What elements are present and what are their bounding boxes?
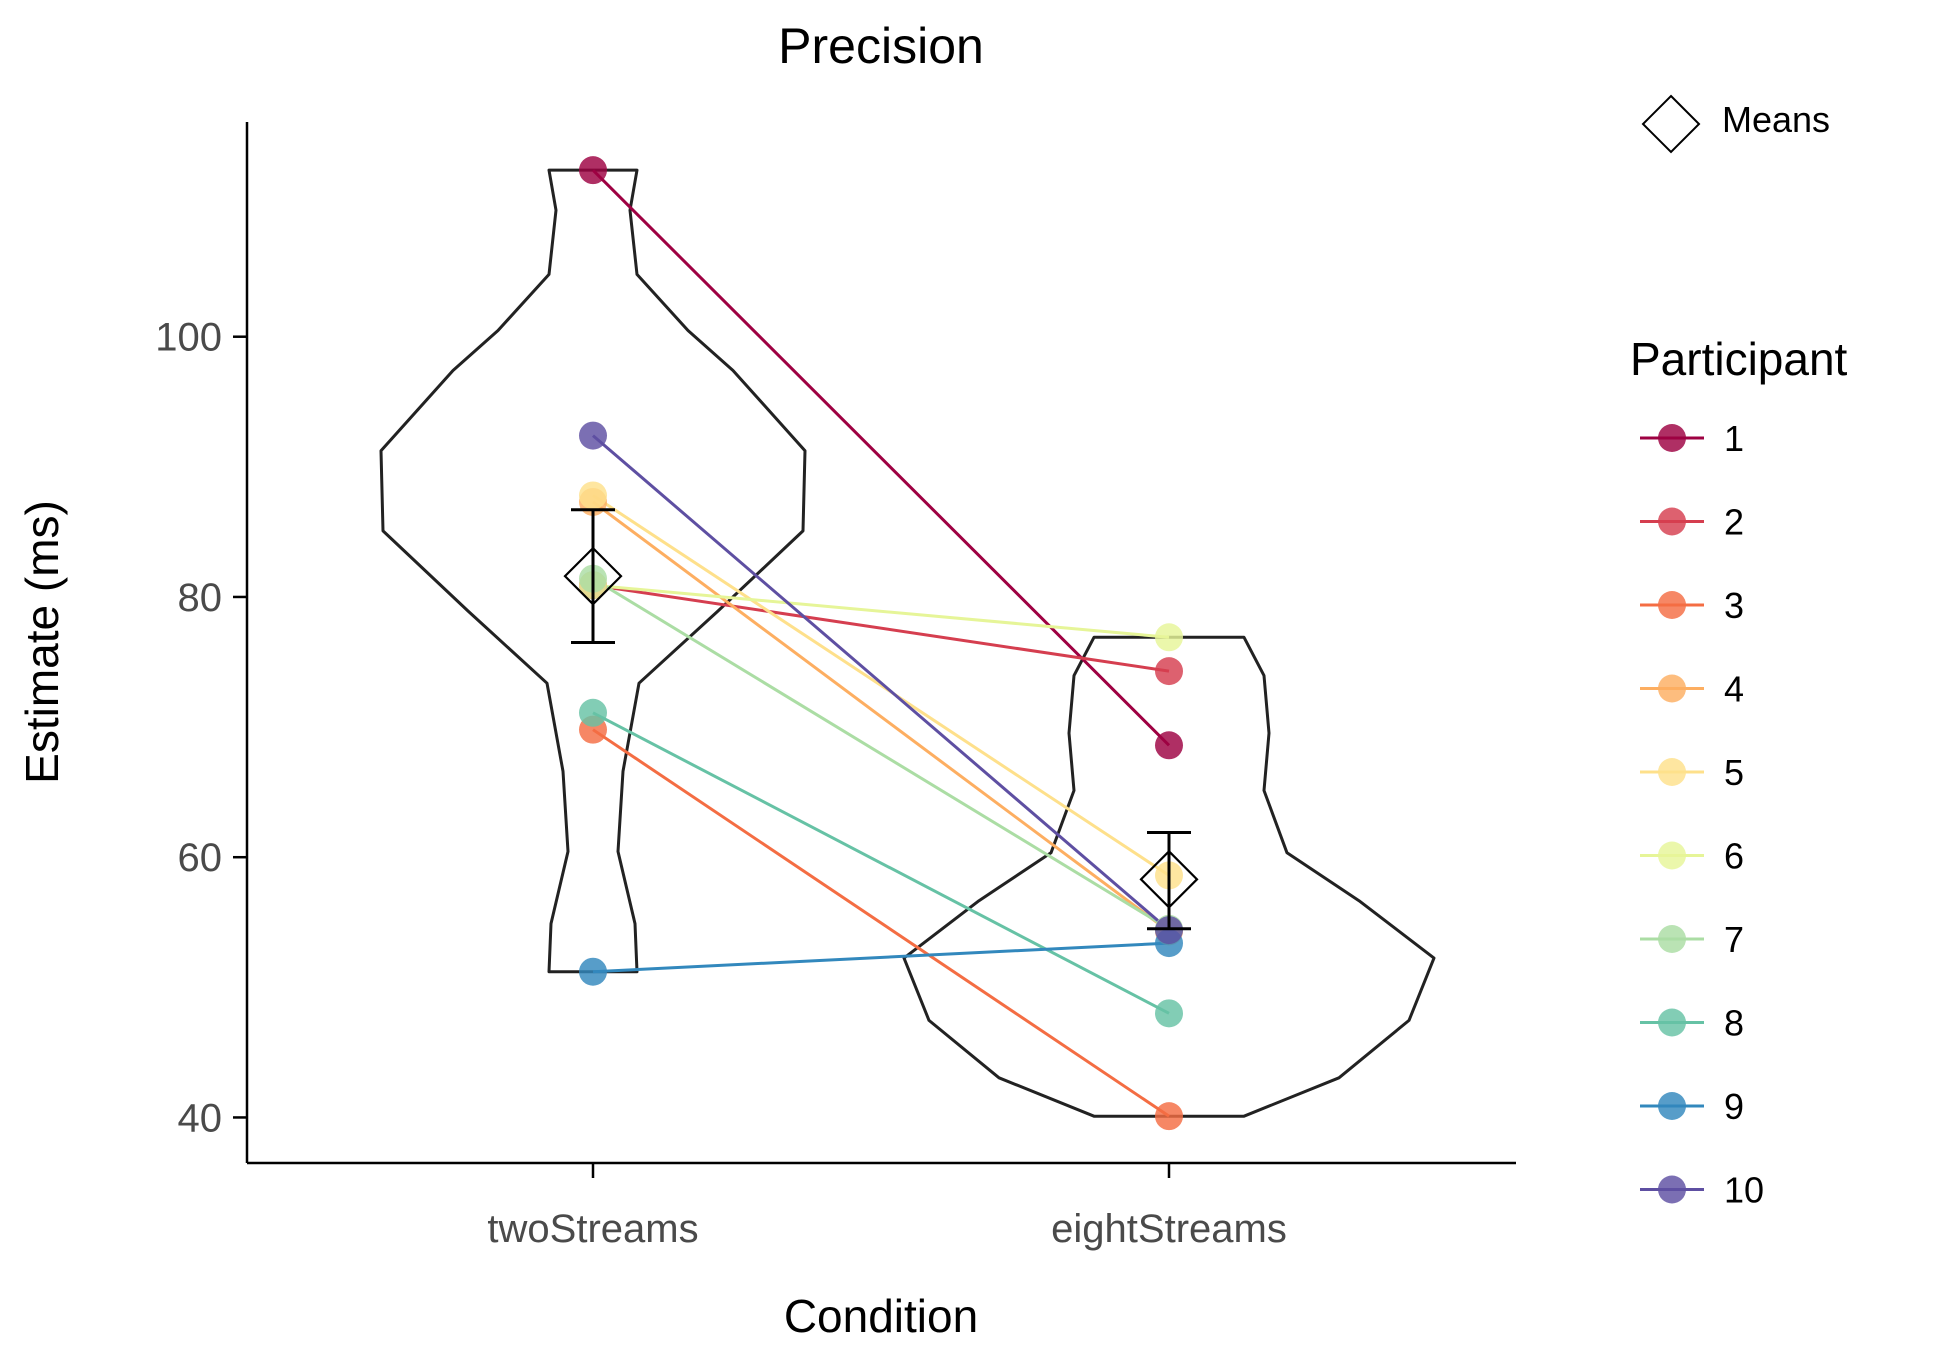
participant-legend: Participant 1 2 3 4 5 6 7 8 9 10	[1630, 333, 1848, 1211]
participant-point-3-eightStreams	[1155, 1102, 1183, 1131]
legend-label-3: 3	[1724, 585, 1744, 626]
legend-swatch-10	[1658, 1175, 1686, 1204]
legend-item-10: 10	[1640, 1170, 1764, 1211]
mean-diamond-twoStreams	[563, 546, 623, 606]
legend-label-7: 7	[1724, 919, 1744, 960]
participant-point-9-twoStreams	[579, 957, 607, 986]
legend-title: Participant	[1630, 333, 1848, 385]
means-legend: Means	[1641, 94, 1830, 154]
participant-point-8-eightStreams	[1155, 999, 1183, 1028]
mean-diamond-eightStreams	[1139, 849, 1199, 909]
participant-line-4	[592, 500, 1170, 933]
legend-swatch-3	[1658, 591, 1686, 619]
legend-label-4: 4	[1724, 669, 1744, 710]
y-tick-label-40: 40	[178, 1096, 223, 1140]
x-ticks: twoStreams eightStreams	[487, 1163, 1287, 1251]
participant-line-10	[592, 434, 1170, 932]
participant-point-1-twoStreams	[579, 156, 607, 185]
means-legend-label: Means	[1722, 99, 1830, 140]
legend-item-8: 8	[1640, 1003, 1744, 1044]
legend-swatch-5	[1658, 758, 1686, 786]
violin-eightStreams	[902, 635, 1436, 1118]
legend-label-1: 1	[1724, 418, 1744, 459]
y-axis-title: Estimate (ms)	[16, 500, 68, 784]
participant-line-2	[592, 583, 1170, 673]
y-tick-label-60: 60	[178, 836, 223, 880]
legend-label-5: 5	[1724, 752, 1744, 793]
legend-item-1: 1	[1640, 418, 1744, 459]
participant-line-9	[592, 941, 1170, 974]
x-tick-label-twoStreams: twoStreams	[487, 1207, 698, 1251]
y-tick-label-80: 80	[178, 576, 223, 620]
legend-swatch-1	[1658, 424, 1686, 452]
legend-item-2: 2	[1640, 502, 1744, 543]
legend-label-8: 8	[1724, 1003, 1744, 1044]
participant-point-8-twoStreams	[579, 698, 607, 727]
participant-line-5	[592, 494, 1170, 877]
participant-line-8	[592, 711, 1170, 1015]
violin-twoStreams	[379, 168, 807, 974]
participant-line-7	[592, 577, 1170, 931]
legend-swatch-7	[1658, 925, 1686, 953]
means-layer	[563, 508, 1199, 931]
participant-point-10-twoStreams	[579, 421, 607, 450]
legend-item-4: 4	[1640, 669, 1744, 710]
legend-label-6: 6	[1724, 836, 1744, 877]
chart-title: Precision	[778, 18, 984, 74]
participant-line-3	[592, 728, 1170, 1118]
legend-item-5: 5	[1640, 752, 1744, 793]
legend-swatch-6	[1658, 841, 1686, 870]
legend-label-10: 10	[1724, 1170, 1764, 1211]
participant-point-1-eightStreams	[1155, 731, 1183, 760]
legend-swatch-4	[1658, 674, 1686, 703]
legend-swatch-2	[1658, 507, 1686, 536]
participant-point-2-eightStreams	[1155, 657, 1183, 686]
means-legend-diamond	[1641, 94, 1701, 154]
legend-item-9: 9	[1640, 1086, 1744, 1127]
y-tick-label-100: 100	[155, 316, 222, 360]
legend-label-2: 2	[1724, 502, 1744, 543]
participant-line-1	[591, 169, 1171, 747]
participant-line-6	[592, 583, 1170, 639]
violin-layer	[379, 168, 1436, 1118]
x-tick-label-eightStreams: eightStreams	[1051, 1207, 1287, 1251]
participant-point-6-eightStreams	[1155, 623, 1183, 652]
legend-label-9: 9	[1724, 1086, 1744, 1127]
legend-item-6: 6	[1640, 836, 1744, 877]
participant-lines	[591, 169, 1171, 1118]
participant-point-5-twoStreams	[579, 481, 607, 510]
legend-swatch-9	[1658, 1092, 1686, 1120]
x-axis-title: Condition	[784, 1290, 978, 1342]
legend-item-3: 3	[1640, 585, 1744, 626]
legend-item-7: 7	[1640, 919, 1744, 960]
axes	[245, 122, 1516, 1165]
legend-swatch-8	[1658, 1008, 1686, 1037]
y-ticks: 40 60 80 100	[155, 316, 247, 1140]
